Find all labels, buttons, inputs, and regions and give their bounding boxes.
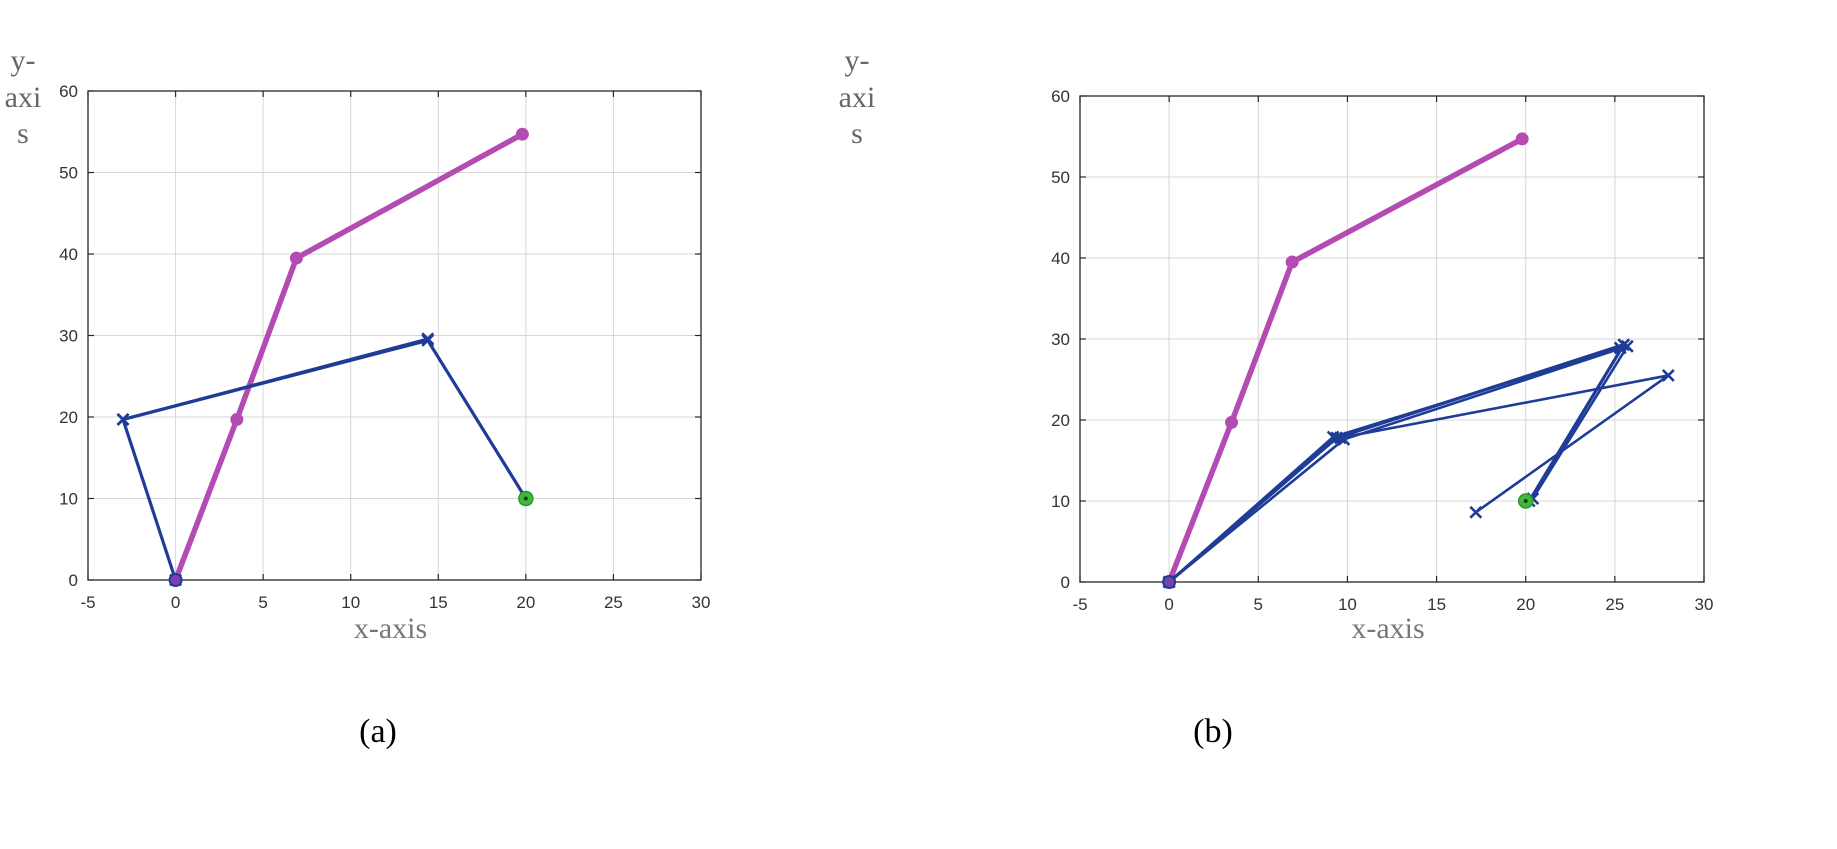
x-tick-label: -5 <box>80 593 95 612</box>
y-tick-label: 10 <box>1051 492 1070 511</box>
x-tick-label: 20 <box>516 593 535 612</box>
x-tick-label: -5 <box>1072 595 1087 614</box>
data-point-marker <box>421 332 435 346</box>
x-axis-title: x-axis <box>1351 612 1424 645</box>
x-tick-label: 0 <box>171 593 180 612</box>
x-tick-label: 15 <box>1427 595 1446 614</box>
x-tick-label: 30 <box>1695 595 1714 614</box>
y-axis-title-line: s <box>851 117 863 150</box>
data-point-marker <box>1469 505 1483 519</box>
x-tick-label: 10 <box>341 593 360 612</box>
y-tick-label: 60 <box>59 82 78 101</box>
x-tick-label: 30 <box>692 593 711 612</box>
base-joint-marker <box>1162 575 1177 589</box>
series-line <box>172 131 526 583</box>
x-tick-label: 15 <box>429 593 448 612</box>
y-axis-title-line: axi <box>5 81 42 114</box>
series-line <box>121 337 430 421</box>
chart-b-svg: -5 0 5 10 15 20 25 300102030405060x-axisy-axis(… <box>839 44 1714 750</box>
y-tick-label: 0 <box>69 571 78 590</box>
data-point-marker <box>116 413 130 426</box>
x-tick-label: 25 <box>1605 595 1624 614</box>
panel-caption: (a) <box>359 713 397 750</box>
data-point-marker <box>289 251 303 265</box>
data-point-marker <box>1515 132 1529 146</box>
data-point-marker <box>1285 255 1299 269</box>
y-tick-label: 60 <box>1051 87 1070 106</box>
data-point-marker <box>1661 369 1675 382</box>
y-tick-label: 30 <box>59 327 78 346</box>
chart-a-svg: -5 0 5 10 15 20 25 300102030405060x-axisy-axis(… <box>5 44 711 750</box>
y-tick-label: 0 <box>1061 573 1070 592</box>
series-arm-blue <box>1162 338 1675 589</box>
series-arm-magenta <box>1162 132 1529 589</box>
series-arm-blue <box>116 332 533 587</box>
y-tick-label: 10 <box>59 490 78 509</box>
x-tick-label: 5 <box>258 593 267 612</box>
x-tick-label: 25 <box>604 593 623 612</box>
chart-panel-b: -5 0 5 10 15 20 25 30 0 10 20 30 40 50 60 x-axis y-axi s(… <box>839 0 1837 849</box>
series-arm-magenta <box>169 127 529 587</box>
base-joint-marker <box>168 573 183 587</box>
data-point-marker <box>515 127 529 141</box>
target-point-center <box>523 496 528 501</box>
x-axis-title: x-axis <box>354 612 427 645</box>
y-tick-label: 50 <box>1051 168 1070 187</box>
x-tick-label: 20 <box>1516 595 1535 614</box>
x-tick-label: 5 <box>1254 595 1263 614</box>
data-point-marker <box>1225 415 1239 429</box>
y-tick-label: 50 <box>59 164 78 183</box>
y-tick-label: 40 <box>1051 249 1070 268</box>
panel-caption: (b) <box>1193 713 1233 750</box>
series-line <box>1167 344 1629 584</box>
y-tick-label: 20 <box>59 408 78 427</box>
data-point-marker <box>1613 341 1627 355</box>
y-axis-title-line: y- <box>11 44 36 77</box>
data-point-marker <box>230 412 244 426</box>
x-tick-label: 10 <box>1338 595 1357 614</box>
y-tick-label: 30 <box>1051 330 1070 349</box>
y-axis-title-line: axi <box>839 81 876 114</box>
series-line <box>121 338 528 582</box>
series-line <box>1166 136 1525 585</box>
target-point-center <box>1523 499 1528 503</box>
y-tick-label: 40 <box>59 245 78 264</box>
series-line <box>1338 374 1670 514</box>
y-axis-title-line: s <box>17 117 29 150</box>
data-point-marker <box>1333 431 1347 445</box>
y-axis-title-line: y- <box>845 44 870 77</box>
x-tick-label: 0 <box>1164 595 1173 614</box>
chart-panel-a: -5 0 5 10 15 20 25 30 0 10 20 30 40 50 60 x-axis y-axi s(… <box>0 0 830 849</box>
y-tick-label: 20 <box>1051 411 1070 430</box>
